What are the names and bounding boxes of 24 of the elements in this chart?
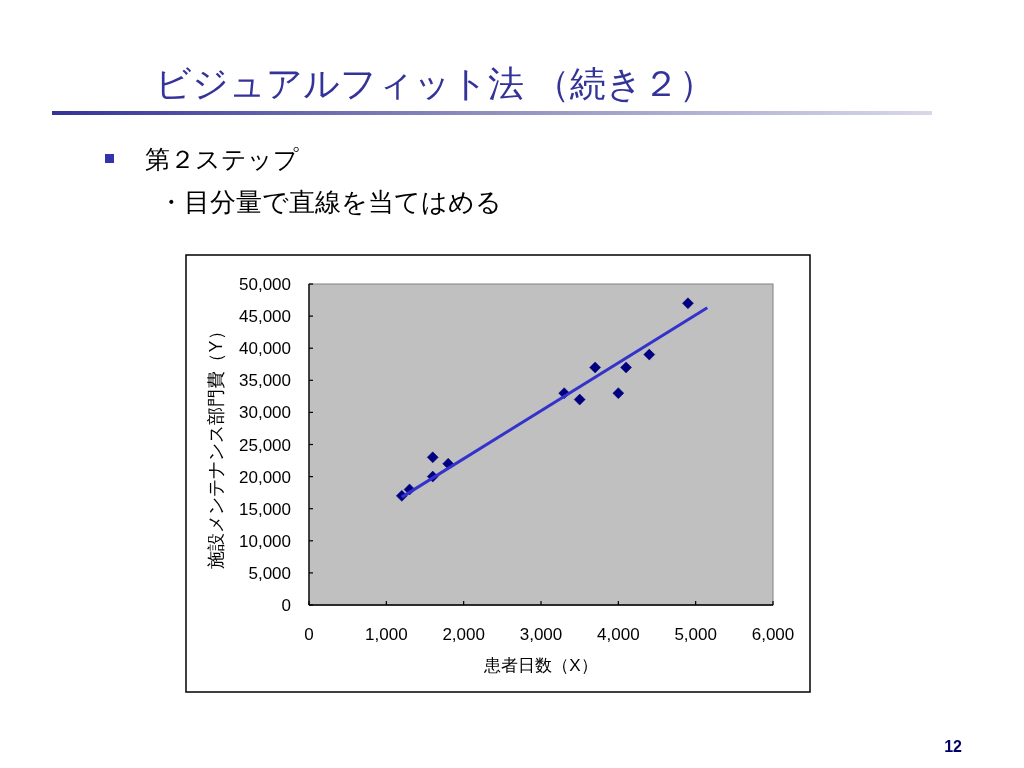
ytick: 0 (281, 596, 291, 615)
ytick: 20,000 (239, 467, 291, 487)
ytick: 35,000 (239, 371, 291, 391)
xtick: 5,000 (674, 625, 717, 644)
subtitle: 第２ステップ (145, 145, 299, 173)
ytick: 10,000 (239, 531, 291, 551)
xlabel: 患者日数（X） (484, 656, 598, 675)
annotation: 12 (944, 738, 962, 755)
xtick: 4,000 (597, 625, 640, 644)
ytick: 50,000 (239, 275, 291, 294)
ytick: 45,000 (239, 307, 291, 327)
xtick: 1,000 (365, 625, 408, 644)
ytick: 5,000 (248, 563, 291, 583)
annotation: ・目分量で直線を当てはめる (158, 187, 502, 217)
xtick: 0 (304, 625, 314, 644)
title: ビジュアルフィット法 （続き２） (155, 63, 715, 104)
xtick: 2,000 (442, 625, 485, 644)
xtick: 3,000 (519, 625, 563, 644)
ylabel: 施設メンテナンス部門費（Y） (206, 322, 226, 569)
ytick: 30,000 (239, 403, 291, 423)
ytick: 25,000 (239, 435, 291, 455)
ytick: 15,000 (239, 499, 291, 519)
ytick: 40,000 (239, 339, 291, 359)
xtick: 6,000 (751, 625, 795, 644)
